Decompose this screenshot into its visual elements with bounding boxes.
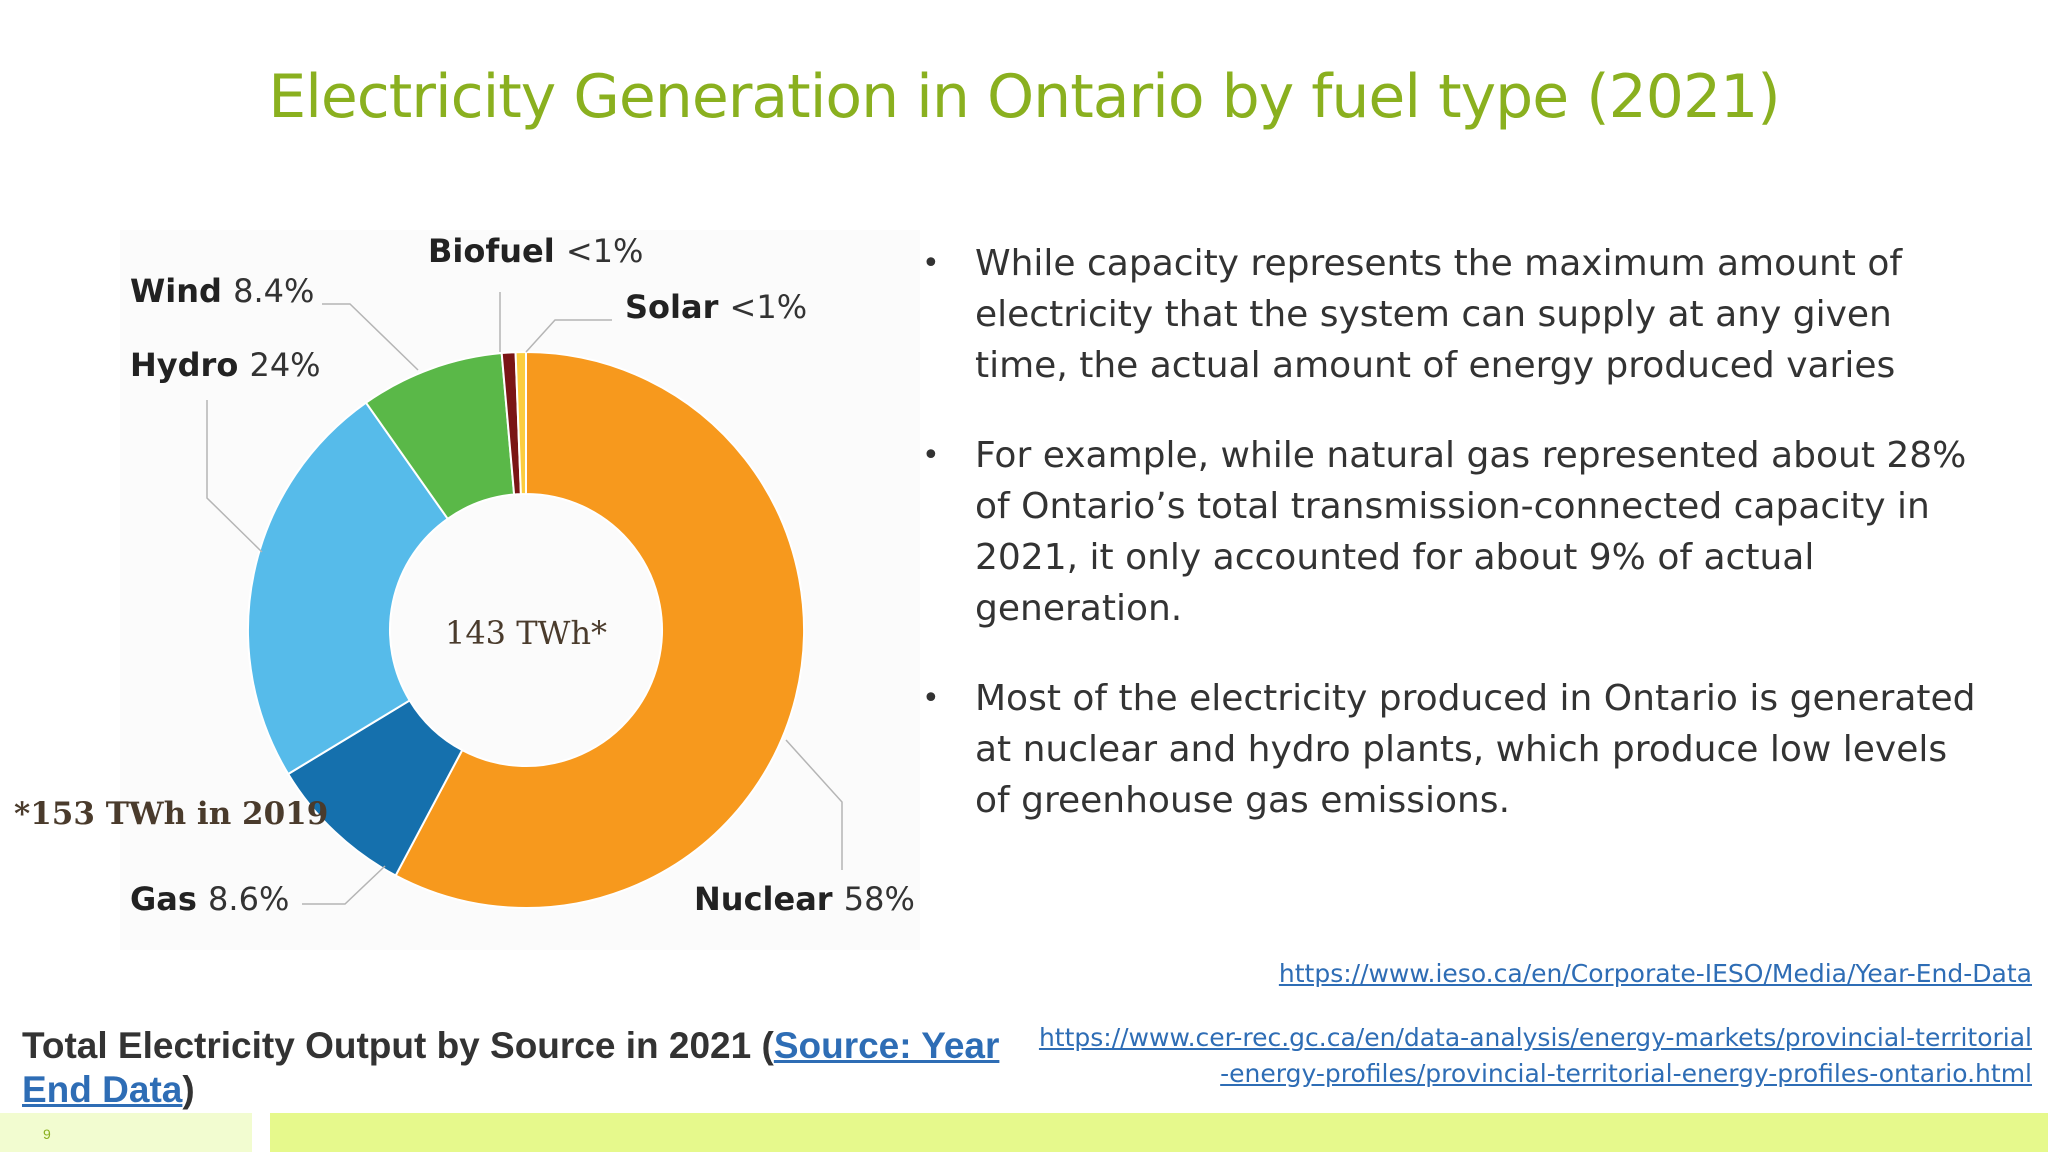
footer-bar-left — [0, 1113, 252, 1152]
chart-note: *153 TWh in 2019 — [14, 796, 328, 832]
bullet-dot: • — [922, 438, 940, 473]
footer-bar-right — [270, 1113, 2048, 1152]
bullet-item-2: • For example, while natural gas represen… — [922, 430, 1992, 634]
label-name-biofuel: Biofuel — [428, 232, 566, 270]
label-value-wind: 8.4% — [233, 272, 314, 310]
label-nuclear: Nuclear 58% — [694, 880, 915, 918]
leader-nuclear — [785, 739, 843, 870]
leader-wind — [322, 303, 419, 371]
bullet-list: • While capacity represents the maximum a… — [922, 238, 1992, 865]
label-name-gas: Gas — [130, 880, 208, 918]
label-value-nuclear: 58% — [844, 880, 915, 918]
label-value-biofuel: <1% — [566, 232, 644, 270]
label-name-solar: Solar — [625, 288, 730, 326]
chart-caption: Total Electricity Output by Source in 20… — [22, 1024, 1072, 1112]
bullet-text-3: Most of the electricity produced in Onta… — [975, 678, 1976, 821]
leader-solar — [525, 319, 612, 353]
slice-nuclear — [394, 350, 805, 909]
leader-gas — [302, 865, 386, 905]
label-wind: Wind 8.4% — [130, 272, 314, 310]
bullet-item-3: • Most of the electricity produced in Ont… — [922, 673, 1992, 826]
bullet-text-2: For example, while natural gas represent… — [975, 435, 1967, 629]
donut-chart: Nuclear 58% Gas 8.6% Hydro 24% Wind 8.4% Bio… — [14, 230, 920, 950]
source-link-ieso-block: https://www.ieso.ca/en/Corporate-IESO/Me… — [1032, 956, 2032, 992]
slice-hydro — [247, 401, 450, 776]
label-solar: Solar <1% — [625, 288, 807, 326]
bullet-text-1: While capacity represents the maximum am… — [975, 243, 1903, 386]
label-value-gas: 8.6% — [208, 880, 289, 918]
label-biofuel: Biofuel <1% — [428, 232, 643, 270]
bullet-item-1: • While capacity represents the maximum a… — [922, 238, 1992, 391]
label-value-hydro: 24% — [249, 346, 320, 384]
bullet-dot: • — [922, 681, 940, 716]
center-label: 143 TWh* — [445, 614, 607, 652]
bullet-dot: • — [922, 246, 940, 281]
label-name-nuclear: Nuclear — [694, 880, 844, 918]
label-gas: Gas 8.6% — [130, 880, 289, 918]
label-value-solar: <1% — [730, 288, 808, 326]
slice-solar — [514, 350, 527, 496]
label-name-wind: Wind — [130, 272, 233, 310]
caption-suffix: ) — [182, 1069, 195, 1110]
slide-title: Electricity Generation in Ontario by fue… — [268, 62, 1780, 132]
leader-hydro — [206, 400, 263, 553]
caption-prefix: Total Electricity Output by Source in 20… — [22, 1025, 774, 1066]
label-hydro: Hydro 24% — [130, 346, 321, 384]
source-link-cer-block: https://www.cer-rec.gc.ca/en/data-analys… — [1032, 1020, 2032, 1092]
source-link-cer[interactable]: https://www.cer-rec.gc.ca/en/data-analys… — [1038, 1023, 2032, 1088]
page-number: 9 — [43, 1126, 51, 1142]
label-name-hydro: Hydro — [130, 346, 249, 384]
source-link-ieso[interactable]: https://www.ieso.ca/en/Corporate-IESO/Me… — [1278, 959, 2032, 988]
caption-source-link[interactable]: Source: Year End Data — [22, 1025, 1000, 1110]
